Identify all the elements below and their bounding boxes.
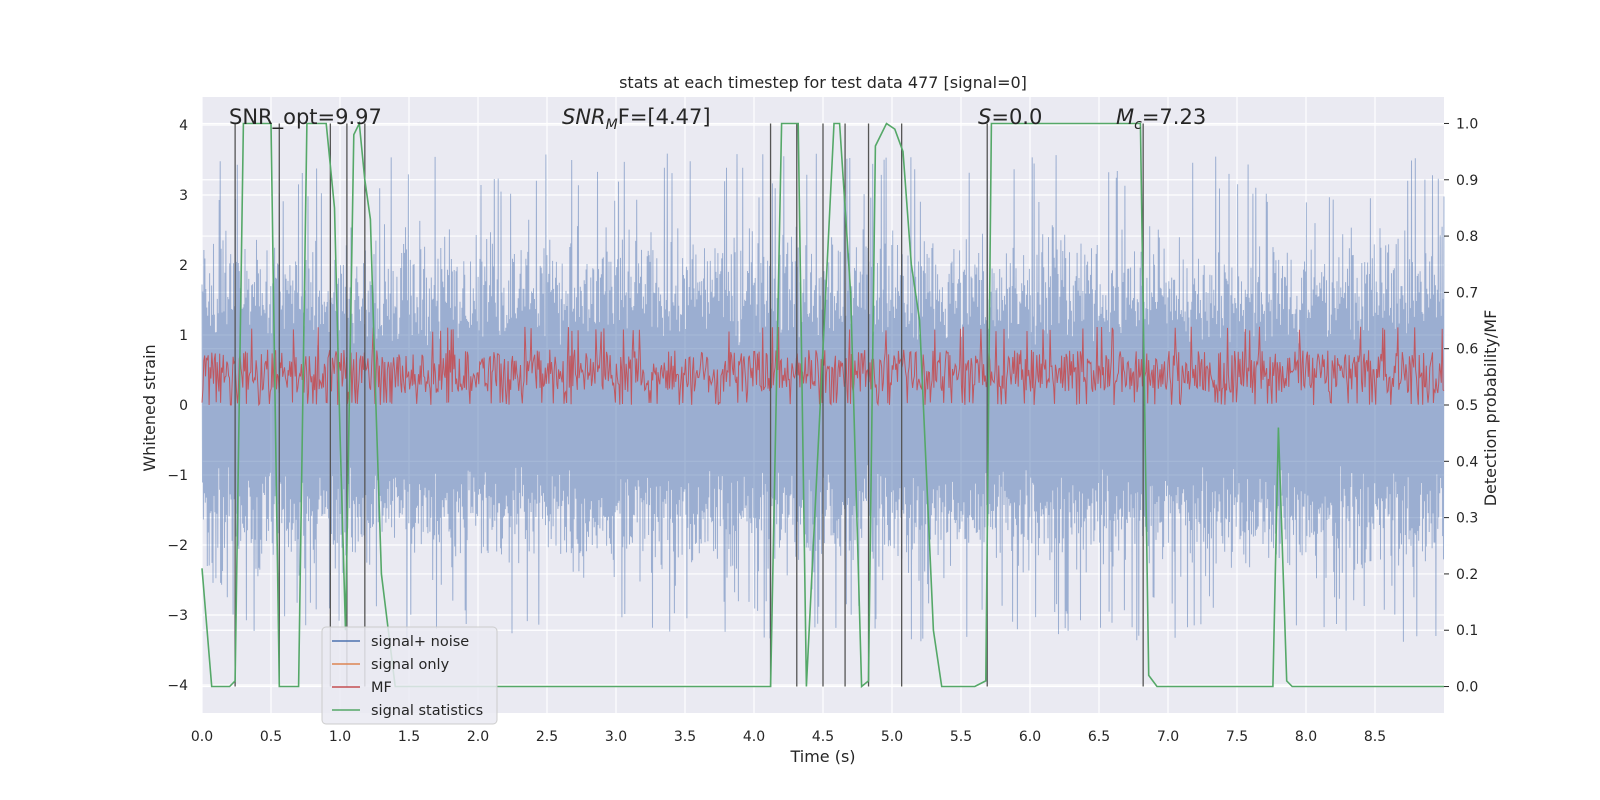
legend-box bbox=[321, 626, 498, 725]
y-tick-label-right: 0.7 bbox=[1456, 285, 1478, 301]
x-tick-label: 3.0 bbox=[605, 729, 627, 745]
y-tick-label-left: 0 bbox=[179, 398, 188, 414]
x-tick-label: 7.0 bbox=[1157, 729, 1179, 745]
x-tick-label: 1.0 bbox=[329, 729, 351, 745]
x-tick-label: 1.5 bbox=[398, 729, 420, 745]
series-line-signal-statistics bbox=[201, 120, 1444, 689]
x-tick-label: 6.5 bbox=[1088, 729, 1110, 745]
y-axis-label-left: Whitened strain bbox=[140, 344, 159, 471]
annotation-mc: Mc=7.23 bbox=[1116, 105, 1206, 133]
y-tick-label-left: −3 bbox=[167, 608, 188, 624]
chart-title: stats at each timestep for test data 477… bbox=[619, 73, 1027, 92]
x-tick-label: 6.0 bbox=[1019, 729, 1041, 745]
x-tick-label: 3.5 bbox=[674, 729, 696, 745]
x-tick-label: 0.5 bbox=[260, 729, 282, 745]
y-tick-label-right: 0.3 bbox=[1456, 511, 1478, 527]
y-tick-label-left: 2 bbox=[179, 258, 188, 274]
annotation-snr-mf: SNRMF=[4.47] bbox=[562, 105, 711, 133]
legend-label-mf: MF bbox=[371, 680, 392, 696]
annotation-snr-mf-rest: F=[4.47] bbox=[618, 105, 711, 129]
annotation-snr-opt: SNR_opt=9.97 bbox=[229, 105, 382, 130]
y-tick-label-right: 0.9 bbox=[1456, 173, 1478, 189]
x-tick-label: 5.5 bbox=[950, 729, 972, 745]
y-tick-label-left: 4 bbox=[179, 118, 188, 134]
x-tick-label: 5.0 bbox=[881, 729, 903, 745]
x-tick-label: 4.0 bbox=[743, 729, 765, 745]
legend: signal+ noise signal only MF signal stat… bbox=[321, 626, 498, 725]
y-tick-label-left: 1 bbox=[179, 328, 188, 344]
annotation-s: S=0.0 bbox=[978, 105, 1042, 129]
y-tick-label-right: 0.5 bbox=[1456, 398, 1478, 414]
x-tick-label: 8.5 bbox=[1364, 729, 1386, 745]
x-tick-label: 4.5 bbox=[812, 729, 834, 745]
x-tick-label: 2.0 bbox=[467, 729, 489, 745]
legend-label-signal-only: signal only bbox=[371, 657, 450, 673]
annotation-snr-mf-main: SNR bbox=[562, 105, 606, 129]
y-tick-label-right: 0.1 bbox=[1456, 623, 1478, 639]
y-tick-label-right: 0.0 bbox=[1456, 680, 1478, 696]
annotation-s-main: S bbox=[978, 105, 991, 129]
annotation-s-rest: =0.0 bbox=[991, 105, 1042, 129]
y-tick-label-right: 0.2 bbox=[1456, 567, 1478, 583]
y-tick-label-right: 1.0 bbox=[1456, 116, 1478, 132]
annotation-snr-mf-sub: M bbox=[606, 117, 618, 133]
axis-ticks: 0.0 0.5 1.0 1.5 2.0 2.5 3.0 3.5 4.0 4.5 5.0 5.5 6.0 6… bbox=[167, 116, 1478, 745]
x-tick-label: 7.5 bbox=[1226, 729, 1248, 745]
annotation-mc-rest: =7.23 bbox=[1142, 105, 1206, 129]
y-tick-label-left: 3 bbox=[179, 188, 188, 204]
y-tick-label-right: 0.6 bbox=[1456, 342, 1478, 358]
legend-label-signal-noise: signal+ noise bbox=[371, 634, 469, 650]
legend-label-signal-statistics: signal statistics bbox=[371, 703, 483, 719]
y-axis-label-right: Detection probability/MF bbox=[1481, 310, 1500, 507]
annotation-mc-main: M bbox=[1116, 105, 1134, 129]
x-tick-label: 8.0 bbox=[1295, 729, 1317, 745]
y-tick-label-right: 0.8 bbox=[1456, 229, 1478, 245]
x-tick-label: 2.5 bbox=[536, 729, 558, 745]
x-tick-label: 0.0 bbox=[191, 729, 213, 745]
x-axis-label: Time (s) bbox=[789, 747, 855, 766]
y-tick-label-right: 0.4 bbox=[1456, 454, 1478, 470]
y-tick-label-left: −2 bbox=[167, 538, 188, 554]
annotation-mc-sub: c bbox=[1134, 117, 1142, 133]
y-tick-label-left: −4 bbox=[167, 678, 188, 694]
y-tick-label-left: −1 bbox=[167, 468, 188, 484]
